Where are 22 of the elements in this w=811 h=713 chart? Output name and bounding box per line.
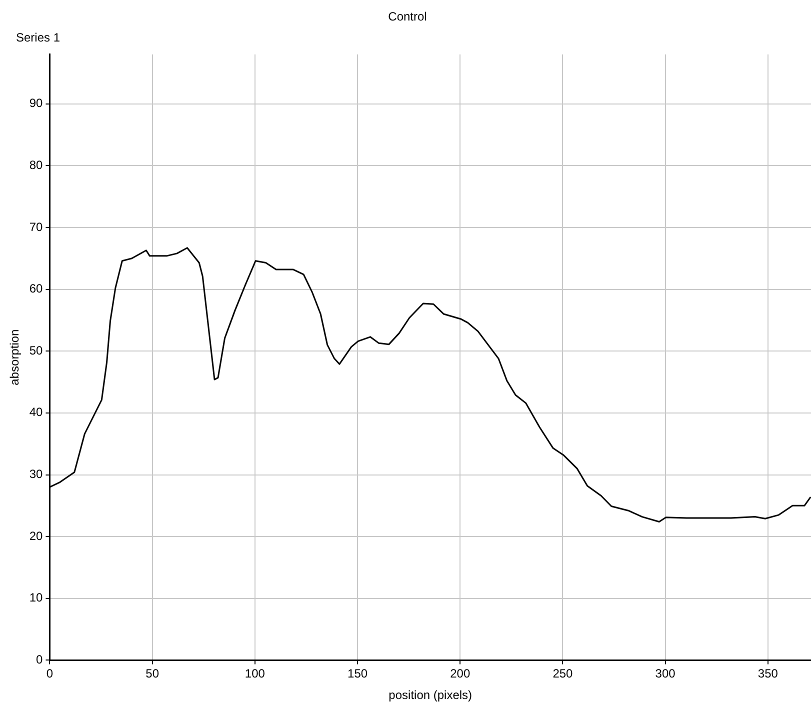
y-tick-label: 90 [29, 96, 44, 110]
x-tick-label: 50 [146, 666, 160, 681]
y-tick-label: 50 [29, 343, 44, 358]
y-tick-label: 20 [29, 528, 44, 543]
y-tick-label: 0 [36, 652, 44, 667]
x-tick-label: 350 [758, 666, 778, 681]
y-axis-title: absorption [8, 329, 22, 386]
x-tick-label: 250 [552, 666, 574, 681]
text: Series 1 [16, 30, 60, 45]
x-tick-label: 150 [348, 666, 368, 681]
x-tick-label: 100 [244, 666, 266, 681]
x-tick-label: 0 [46, 666, 54, 681]
y-tick-label: 30 [29, 467, 44, 482]
y-tick-label: 80 [29, 158, 44, 172]
y-tick-label: 10 [29, 590, 44, 605]
y-tick-label: 40 [29, 405, 44, 420]
chart-title: Control [388, 10, 427, 24]
y-tick-label: 70 [29, 220, 44, 234]
x-axis-title: position (pixels) [388, 688, 472, 702]
x-tick-label: 300 [655, 666, 676, 681]
y-tick-label: 60 [29, 282, 44, 296]
x-tick-label: 200 [450, 666, 470, 681]
